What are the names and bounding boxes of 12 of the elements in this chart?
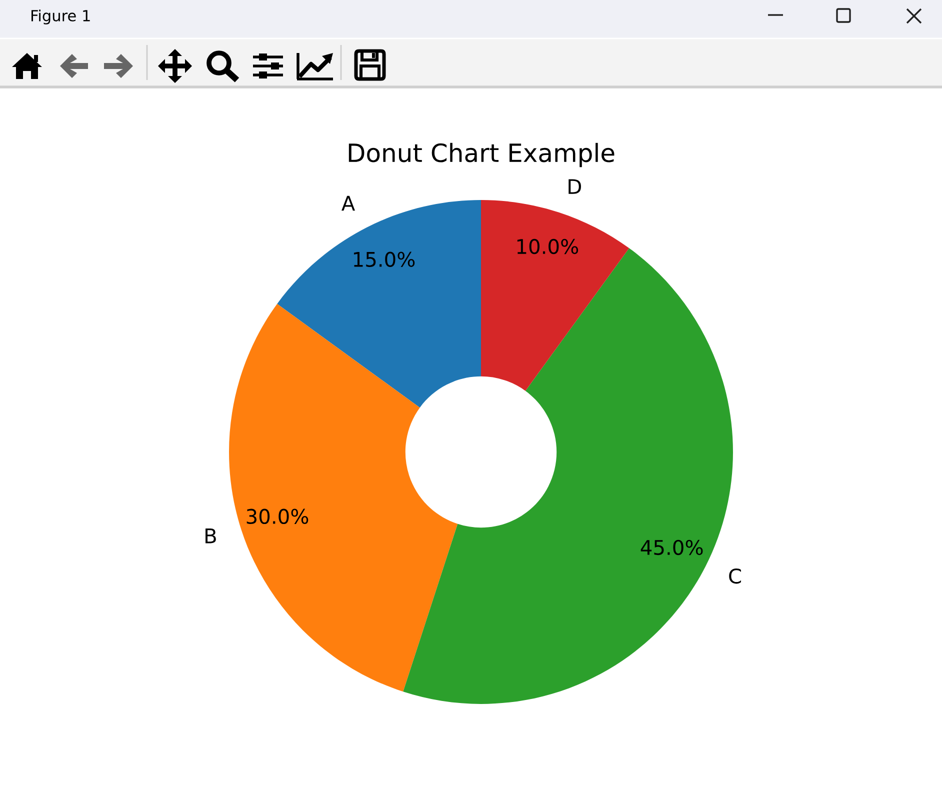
donut-slice [229, 304, 458, 692]
data-label: 30.0% [246, 508, 308, 524]
slice-label: D [568, 179, 581, 194]
data-label: 15.0% [354, 252, 415, 267]
slice-label: C [729, 568, 741, 584]
donut-slice [481, 200, 630, 391]
slice-label: B [206, 528, 216, 544]
caption: Figure 1 [32, 10, 90, 24]
data-label: 10.0% [517, 238, 578, 254]
data-label: 45.0% [640, 540, 703, 556]
chart-title: Donut Chart Example [348, 142, 614, 168]
slice-label: A [342, 196, 355, 211]
